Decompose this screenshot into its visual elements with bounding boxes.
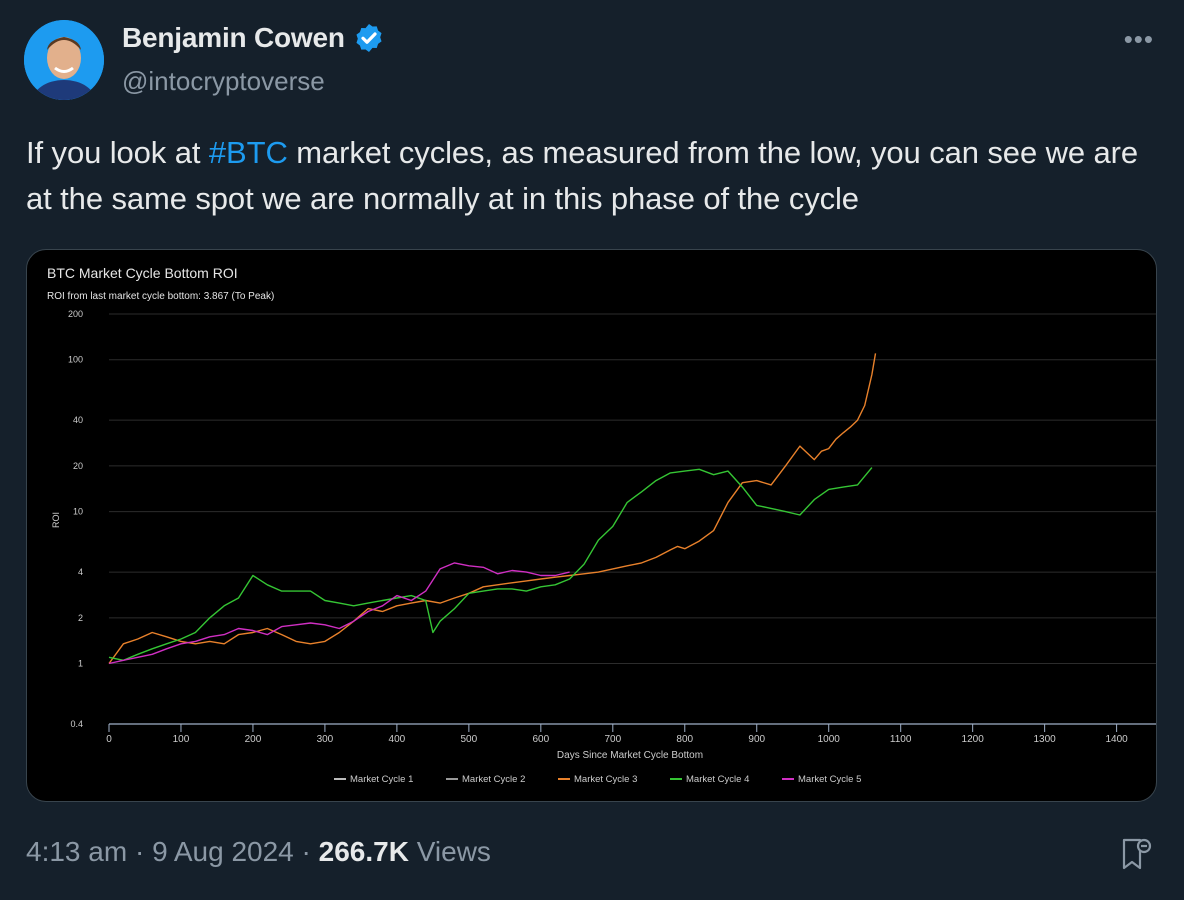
series-line-market-cycle-4	[108, 467, 873, 661]
more-options-icon[interactable]: •••	[1123, 24, 1154, 54]
separator: ·	[134, 836, 145, 867]
author-handle[interactable]: @intocryptoverse	[122, 66, 325, 96]
y-tick-label: 1	[78, 659, 83, 669]
chart-lines	[108, 353, 877, 665]
author-display-name[interactable]: Benjamin Cowen	[122, 22, 345, 53]
chart-svg: BTC Market Cycle Bottom ROI ROI from las…	[47, 265, 1156, 785]
chart-image[interactable]: BTC Market Cycle Bottom ROI ROI from las…	[26, 249, 1157, 802]
y-tick-label: 0.4	[70, 719, 83, 729]
x-tick-label: 1000	[818, 734, 841, 745]
tweet-date[interactable]: 9 Aug 2024	[152, 836, 294, 867]
x-tick-label: 1100	[890, 734, 912, 745]
x-tick-label: 0	[106, 734, 112, 745]
chart-axes: 0.4 1 2 4 10 20 40 100 200 0 100 200 300 400 500 600 700…	[68, 309, 1156, 745]
tweet-text: If you look at #BTC market cycles, as me…	[26, 130, 1166, 222]
y-tick-label: 2	[78, 613, 83, 623]
legend-label: Market Cycle 3	[574, 774, 637, 785]
tweet-meta: 4:13 am · 9 Aug 2024 · 266.7K Views	[26, 836, 491, 868]
x-tick-label: 500	[461, 734, 478, 745]
x-tick-label: 1200	[962, 734, 985, 745]
x-tick-label: 1400	[1105, 734, 1128, 745]
series-line-market-cycle-3	[108, 353, 877, 664]
tweet-text-part: market cycles, as measured from the low,…	[26, 135, 1139, 216]
views-count: 266.7K	[318, 836, 409, 867]
x-tick-label: 100	[173, 734, 190, 745]
legend-label: Market Cycle 2	[462, 774, 525, 785]
y-tick-label: 40	[73, 415, 83, 425]
person-avatar-icon	[24, 20, 104, 100]
series-line-market-cycle-5	[108, 562, 570, 665]
y-tick-label: 20	[73, 461, 83, 471]
y-tick-label: 200	[68, 309, 83, 319]
x-tick-label: 800	[676, 734, 693, 745]
x-tick-label: 1300	[1034, 734, 1057, 745]
legend-label: Market Cycle 1	[350, 774, 413, 785]
y-tick-label: 10	[73, 507, 83, 517]
author-avatar[interactable]	[24, 20, 104, 100]
tweet-time[interactable]: 4:13 am	[26, 836, 128, 867]
views-label: Views	[416, 836, 491, 867]
separator: ·	[301, 836, 311, 867]
chart-subtitle: ROI from last market cycle bottom: 3.867…	[47, 291, 274, 302]
y-tick-label: 100	[68, 355, 83, 365]
y-tick-label: 4	[78, 567, 83, 577]
legend-label: Market Cycle 4	[686, 774, 749, 785]
x-tick-label: 900	[748, 734, 765, 745]
x-tick-label: 700	[604, 734, 621, 745]
x-tick-label: 600	[532, 734, 549, 745]
x-tick-label: 200	[245, 734, 262, 745]
chart-legend: Market Cycle 1 Market Cycle 2 Market Cycle…	[334, 774, 861, 785]
chart-grid	[109, 313, 1156, 725]
bookmark-icon[interactable]	[1116, 834, 1156, 874]
y-axis-label: ROI	[51, 512, 61, 528]
verified-badge-icon	[356, 24, 382, 52]
hashtag-link[interactable]: #BTC	[208, 135, 288, 170]
legend-label: Market Cycle 5	[798, 774, 861, 785]
tweet-text-part: If you look at	[26, 135, 209, 170]
x-tick-label: 400	[389, 734, 406, 745]
chart-title: BTC Market Cycle Bottom ROI	[47, 265, 238, 281]
x-axis-label: Days Since Market Cycle Bottom	[557, 750, 703, 761]
x-tick-label: 300	[317, 734, 334, 745]
